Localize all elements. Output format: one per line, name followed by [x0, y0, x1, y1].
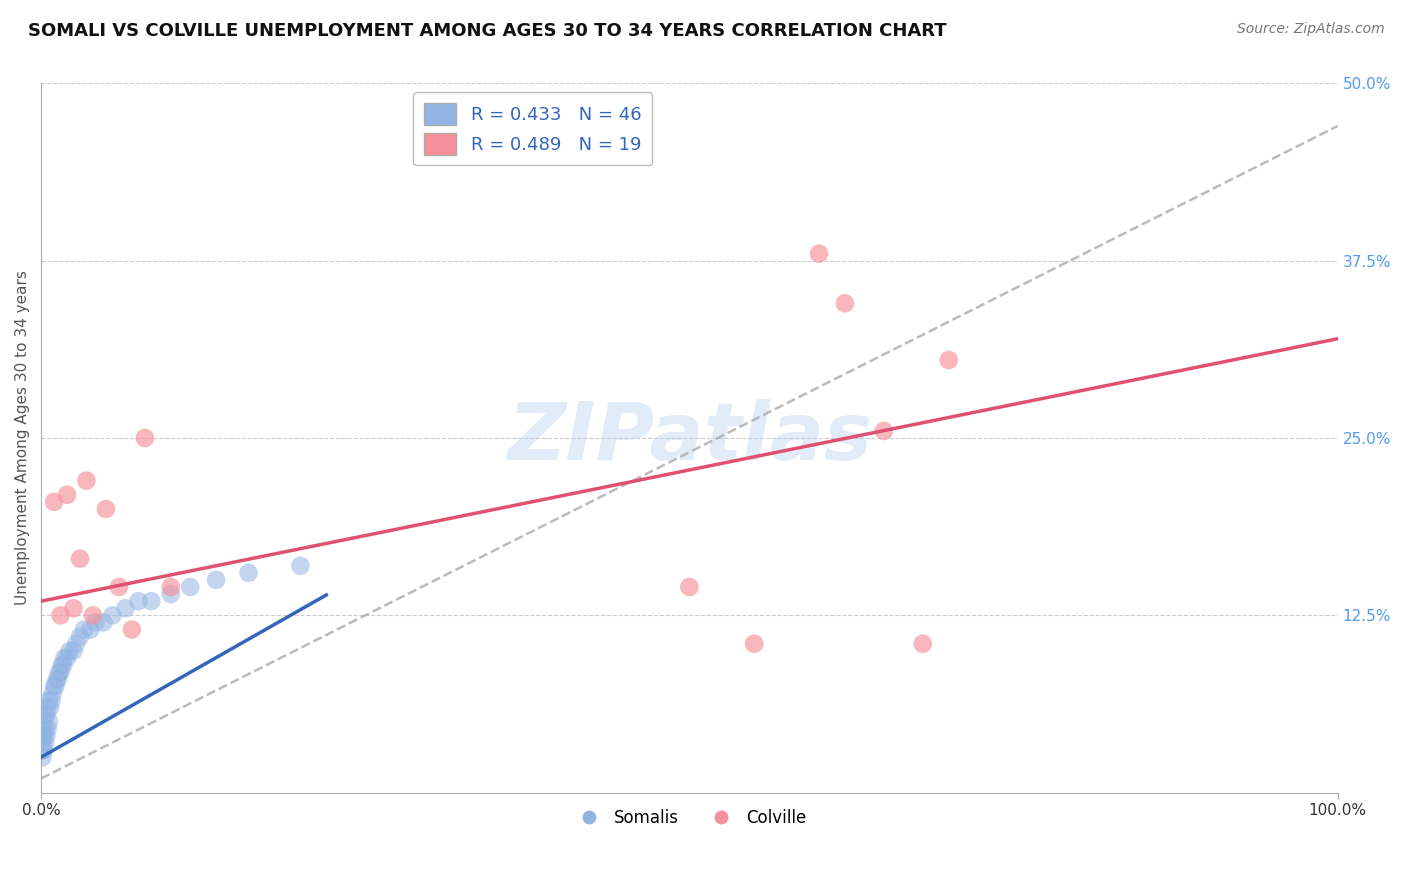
Point — [39, 700, 62, 714]
Point — [678, 580, 700, 594]
Point — [834, 296, 856, 310]
Point — [108, 580, 131, 594]
Point — [94, 502, 117, 516]
Point — [52, 658, 75, 673]
Point — [49, 608, 72, 623]
Point — [32, 743, 55, 757]
Point — [41, 693, 63, 707]
Point — [73, 623, 96, 637]
Y-axis label: Unemployment Among Ages 30 to 34 years: Unemployment Among Ages 30 to 34 years — [15, 270, 30, 606]
Point — [56, 651, 79, 665]
Point — [873, 424, 896, 438]
Point — [37, 700, 59, 714]
Point — [53, 651, 76, 665]
Point — [79, 623, 101, 637]
Point — [290, 558, 312, 573]
Point — [44, 679, 66, 693]
Point — [65, 637, 87, 651]
Point — [62, 601, 84, 615]
Point — [141, 594, 163, 608]
Point — [59, 644, 82, 658]
Point — [32, 729, 55, 743]
Point — [32, 714, 55, 729]
Point — [31, 729, 53, 743]
Point — [159, 587, 181, 601]
Point — [76, 474, 98, 488]
Point — [51, 658, 73, 673]
Point — [179, 580, 201, 594]
Point — [46, 672, 69, 686]
Point — [911, 637, 934, 651]
Point — [62, 644, 84, 658]
Point — [101, 608, 124, 623]
Point — [45, 672, 67, 686]
Point — [56, 488, 79, 502]
Text: Source: ZipAtlas.com: Source: ZipAtlas.com — [1237, 22, 1385, 37]
Point — [31, 743, 53, 757]
Point — [34, 722, 56, 736]
Point — [31, 750, 53, 764]
Point — [35, 707, 58, 722]
Point — [82, 608, 104, 623]
Point — [134, 431, 156, 445]
Point — [938, 353, 960, 368]
Point — [38, 714, 60, 729]
Point — [31, 736, 53, 750]
Point — [42, 679, 65, 693]
Point — [127, 594, 149, 608]
Point — [37, 722, 59, 736]
Point — [48, 665, 70, 679]
Point — [34, 707, 56, 722]
Text: ZIPatlas: ZIPatlas — [508, 399, 872, 477]
Point — [742, 637, 765, 651]
Point — [238, 566, 260, 580]
Point — [69, 551, 91, 566]
Point — [84, 615, 107, 630]
Text: SOMALI VS COLVILLE UNEMPLOYMENT AMONG AGES 30 TO 34 YEARS CORRELATION CHART: SOMALI VS COLVILLE UNEMPLOYMENT AMONG AG… — [28, 22, 946, 40]
Point — [205, 573, 228, 587]
Point — [42, 686, 65, 700]
Point — [49, 665, 72, 679]
Point — [159, 580, 181, 594]
Point — [114, 601, 136, 615]
Point — [42, 495, 65, 509]
Point — [121, 623, 143, 637]
Point — [35, 729, 58, 743]
Legend: Somalis, Colville: Somalis, Colville — [567, 803, 813, 834]
Point — [93, 615, 115, 630]
Point — [34, 736, 56, 750]
Point — [808, 246, 831, 260]
Point — [69, 630, 91, 644]
Point — [38, 693, 60, 707]
